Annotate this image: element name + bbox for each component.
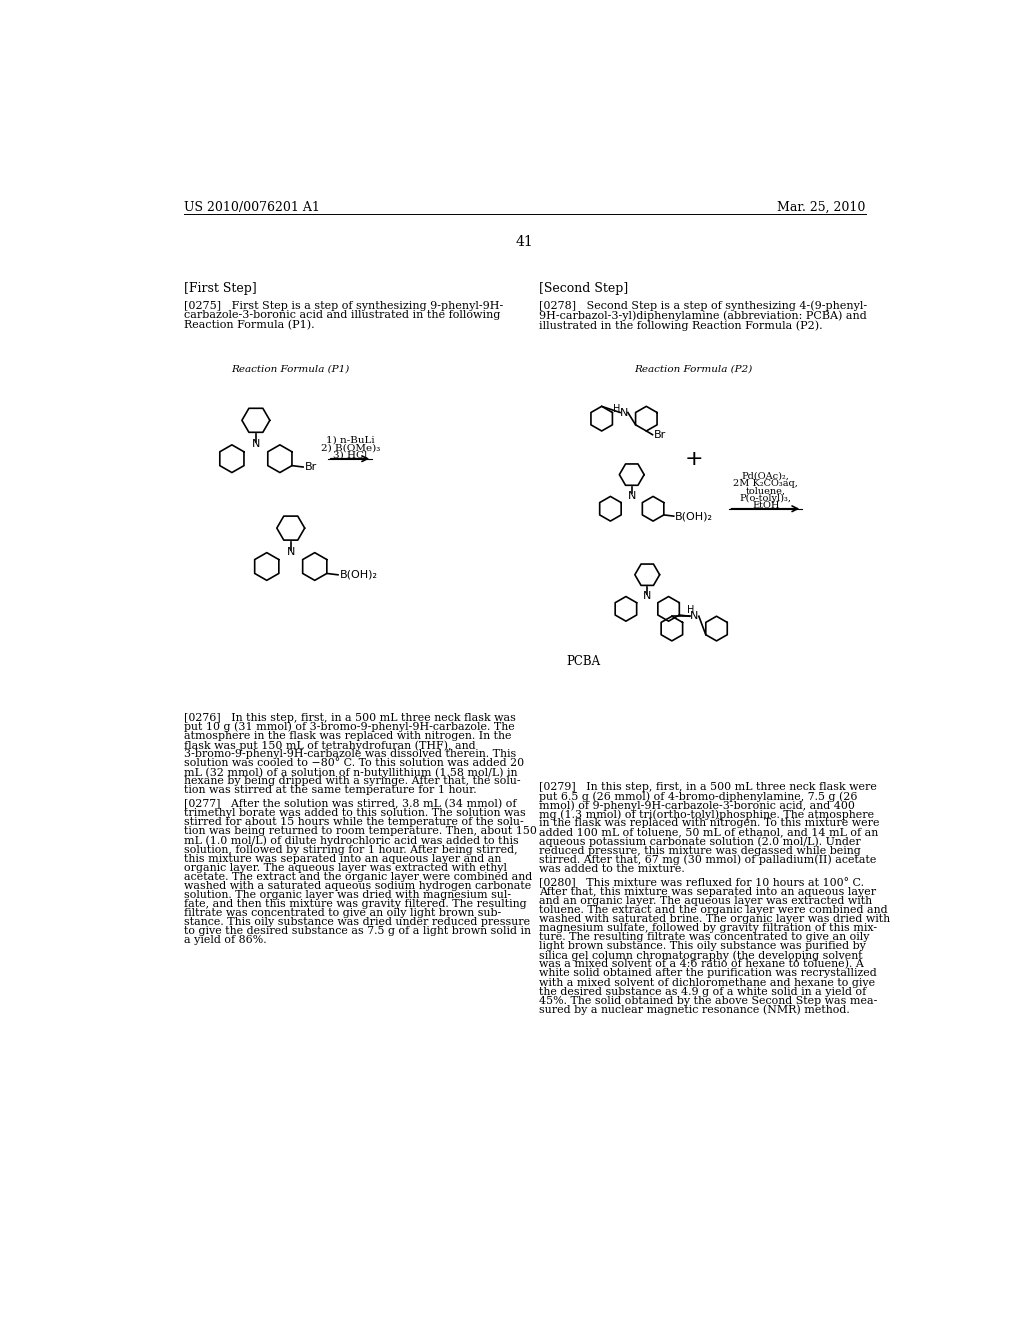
Text: atmosphere in the flask was replaced with nitrogen. In the: atmosphere in the flask was replaced wit…	[183, 731, 511, 741]
Text: [0276]   In this step, first, in a 500 mL three neck flask was: [0276] In this step, first, in a 500 mL …	[183, 713, 516, 723]
Text: stirred. After that, 67 mg (30 mmol) of palladium(II) acetate: stirred. After that, 67 mg (30 mmol) of …	[539, 855, 877, 866]
Text: [0275]   First Step is a step of synthesizing 9-phenyl-9H-: [0275] First Step is a step of synthesiz…	[183, 301, 503, 310]
Text: to give the desired substance as 7.5 g of a light brown solid in: to give the desired substance as 7.5 g o…	[183, 927, 530, 936]
Text: solution, followed by stirring for 1 hour. After being stirred,: solution, followed by stirring for 1 hou…	[183, 845, 517, 854]
Text: the desired substance as 4.9 g of a white solid in a yield of: the desired substance as 4.9 g of a whit…	[539, 986, 866, 997]
Text: 41: 41	[516, 235, 534, 249]
Text: was added to the mixture.: was added to the mixture.	[539, 863, 684, 874]
Text: silica gel column chromatography (the developing solvent: silica gel column chromatography (the de…	[539, 950, 862, 961]
Text: H: H	[612, 404, 621, 413]
Text: ture. The resulting filtrate was concentrated to give an oily: ture. The resulting filtrate was concent…	[539, 932, 869, 942]
Text: B(OH)₂: B(OH)₂	[675, 511, 714, 521]
Text: N: N	[643, 591, 651, 601]
Text: tion was being returned to room temperature. Then, about 150: tion was being returned to room temperat…	[183, 826, 537, 837]
Text: 9H-carbazol-3-yl)diphenylamine (abbreviation: PCBA) and: 9H-carbazol-3-yl)diphenylamine (abbrevia…	[539, 310, 866, 321]
Text: and an organic layer. The aqueous layer was extracted with: and an organic layer. The aqueous layer …	[539, 896, 871, 906]
Text: 45%. The solid obtained by the above Second Step was mea-: 45%. The solid obtained by the above Sec…	[539, 995, 878, 1006]
Text: mg (1.3 mmol) of tri(ortho-tolyl)phosphine. The atmosphere: mg (1.3 mmol) of tri(ortho-tolyl)phosphi…	[539, 809, 873, 820]
Text: stirred for about 15 hours while the temperature of the solu-: stirred for about 15 hours while the tem…	[183, 817, 523, 828]
Text: filtrate was concentrated to give an oily light brown sub-: filtrate was concentrated to give an oil…	[183, 908, 501, 919]
Text: trimethyl borate was added to this solution. The solution was: trimethyl borate was added to this solut…	[183, 808, 525, 818]
Text: added 100 mL of toluene, 50 mL of ethanol, and 14 mL of an: added 100 mL of toluene, 50 mL of ethano…	[539, 828, 878, 837]
Text: N: N	[287, 546, 295, 557]
Text: PCBA: PCBA	[566, 655, 600, 668]
Text: with a mixed solvent of dichloromethane and hexane to give: with a mixed solvent of dichloromethane …	[539, 978, 874, 987]
Text: [0279]   In this step, first, in a 500 mL three neck flask were: [0279] In this step, first, in a 500 mL …	[539, 781, 877, 792]
Text: Mar. 25, 2010: Mar. 25, 2010	[777, 201, 866, 214]
Text: [0280]   This mixture was refluxed for 10 hours at 100° C.: [0280] This mixture was refluxed for 10 …	[539, 878, 864, 888]
Text: solution. The organic layer was dried with magnesium sul-: solution. The organic layer was dried wi…	[183, 890, 511, 900]
Text: stance. This oily substance was dried under reduced pressure: stance. This oily substance was dried un…	[183, 917, 530, 928]
Text: illustrated in the following Reaction Formula (P2).: illustrated in the following Reaction Fo…	[539, 321, 822, 331]
Text: reduced pressure, this mixture was degassed while being: reduced pressure, this mixture was degas…	[539, 846, 860, 855]
Text: [0278]   Second Step is a step of synthesizing 4-(9-phenyl-: [0278] Second Step is a step of synthesi…	[539, 301, 867, 312]
Text: aqueous potassium carbonate solution (2.0 mol/L). Under: aqueous potassium carbonate solution (2.…	[539, 837, 860, 847]
Text: acetate. The extract and the organic layer were combined and: acetate. The extract and the organic lay…	[183, 873, 532, 882]
Text: flask was put 150 mL of tetrahydrofuran (THF), and: flask was put 150 mL of tetrahydrofuran …	[183, 741, 475, 751]
Text: [First Step]: [First Step]	[183, 281, 257, 294]
Text: put 10 g (31 mmol) of 3-bromo-9-phenyl-9H-carbazole. The: put 10 g (31 mmol) of 3-bromo-9-phenyl-9…	[183, 722, 514, 733]
Text: mL (32 mmol) of a solution of n-butyllithium (1.58 mol/L) in: mL (32 mmol) of a solution of n-butyllit…	[183, 767, 517, 777]
Text: washed with a saturated aqueous sodium hydrogen carbonate: washed with a saturated aqueous sodium h…	[183, 880, 531, 891]
Text: 2M K₂CO₃aq,: 2M K₂CO₃aq,	[733, 479, 799, 488]
Text: organic layer. The aqueous layer was extracted with ethyl: organic layer. The aqueous layer was ext…	[183, 863, 507, 873]
Text: magnesium sulfate, followed by gravity filtration of this mix-: magnesium sulfate, followed by gravity f…	[539, 923, 877, 933]
Text: white solid obtained after the purification was recrystallized: white solid obtained after the purificat…	[539, 969, 877, 978]
Text: toluene. The extract and the organic layer were combined and: toluene. The extract and the organic lay…	[539, 904, 888, 915]
Text: Br: Br	[305, 462, 316, 473]
Text: carbazole-3-boronic acid and illustrated in the following: carbazole-3-boronic acid and illustrated…	[183, 310, 500, 321]
Text: 3-bromo-9-phenyl-9H-carbazole was dissolved therein. This: 3-bromo-9-phenyl-9H-carbazole was dissol…	[183, 750, 516, 759]
Text: N: N	[252, 440, 260, 449]
Text: in the flask was replaced with nitrogen. To this mixture were: in the flask was replaced with nitrogen.…	[539, 818, 880, 829]
Text: was a mixed solvent of a 4:6 ratio of hexane to toluene). A: was a mixed solvent of a 4:6 ratio of he…	[539, 960, 863, 970]
Text: light brown substance. This oily substance was purified by: light brown substance. This oily substan…	[539, 941, 865, 952]
Text: hexane by being dripped with a syringe. After that, the solu-: hexane by being dripped with a syringe. …	[183, 776, 520, 787]
Text: tion was stirred at the same temperature for 1 hour.: tion was stirred at the same temperature…	[183, 785, 476, 796]
Text: US 2010/0076201 A1: US 2010/0076201 A1	[183, 201, 319, 214]
Text: washed with saturated brine. The organic layer was dried with: washed with saturated brine. The organic…	[539, 913, 890, 924]
Text: this mixture was separated into an aqueous layer and an: this mixture was separated into an aqueo…	[183, 854, 501, 863]
Text: mL (1.0 mol/L) of dilute hydrochloric acid was added to this: mL (1.0 mol/L) of dilute hydrochloric ac…	[183, 836, 518, 846]
Text: H: H	[687, 605, 694, 615]
Text: fate, and then this mixture was gravity filtered. The resulting: fate, and then this mixture was gravity …	[183, 899, 526, 909]
Text: Reaction Formula (P1).: Reaction Formula (P1).	[183, 321, 314, 330]
Text: +: +	[684, 449, 703, 469]
Text: Reaction Formula (P2): Reaction Formula (P2)	[635, 364, 753, 374]
Text: 3) HCl: 3) HCl	[333, 451, 368, 459]
Text: a yield of 86%.: a yield of 86%.	[183, 936, 266, 945]
Text: toluene,: toluene,	[745, 487, 785, 495]
Text: sured by a nuclear magnetic resonance (NMR) method.: sured by a nuclear magnetic resonance (N…	[539, 1005, 850, 1015]
Text: solution was cooled to −80° C. To this solution was added 20: solution was cooled to −80° C. To this s…	[183, 758, 524, 768]
Text: N: N	[620, 408, 628, 417]
Text: [0277]   After the solution was stirred, 3.8 mL (34 mmol) of: [0277] After the solution was stirred, 3…	[183, 799, 516, 809]
Text: 2) B(OMe)₃: 2) B(OMe)₃	[321, 444, 380, 453]
Text: EtOH: EtOH	[752, 502, 779, 510]
Text: 1) n-BuLi: 1) n-BuLi	[326, 436, 375, 445]
Text: Reaction Formula (P1): Reaction Formula (P1)	[231, 364, 350, 374]
Text: B(OH)₂: B(OH)₂	[340, 570, 378, 579]
Text: P(o-tolyl)₃,: P(o-tolyl)₃,	[739, 494, 792, 503]
Text: N: N	[628, 491, 636, 500]
Text: N: N	[690, 611, 698, 622]
Text: Br: Br	[654, 430, 667, 440]
Text: [Second Step]: [Second Step]	[539, 281, 628, 294]
Text: put 6.5 g (26 mmol) of 4-bromo-diphenylamine, 7.5 g (26: put 6.5 g (26 mmol) of 4-bromo-diphenyla…	[539, 791, 857, 801]
Text: mmol) of 9-phenyl-9H-carbazole-3-boronic acid, and 400: mmol) of 9-phenyl-9H-carbazole-3-boronic…	[539, 800, 855, 810]
Text: Pd(OAc)₂,: Pd(OAc)₂,	[741, 471, 790, 480]
Text: After that, this mixture was separated into an aqueous layer: After that, this mixture was separated i…	[539, 887, 876, 896]
